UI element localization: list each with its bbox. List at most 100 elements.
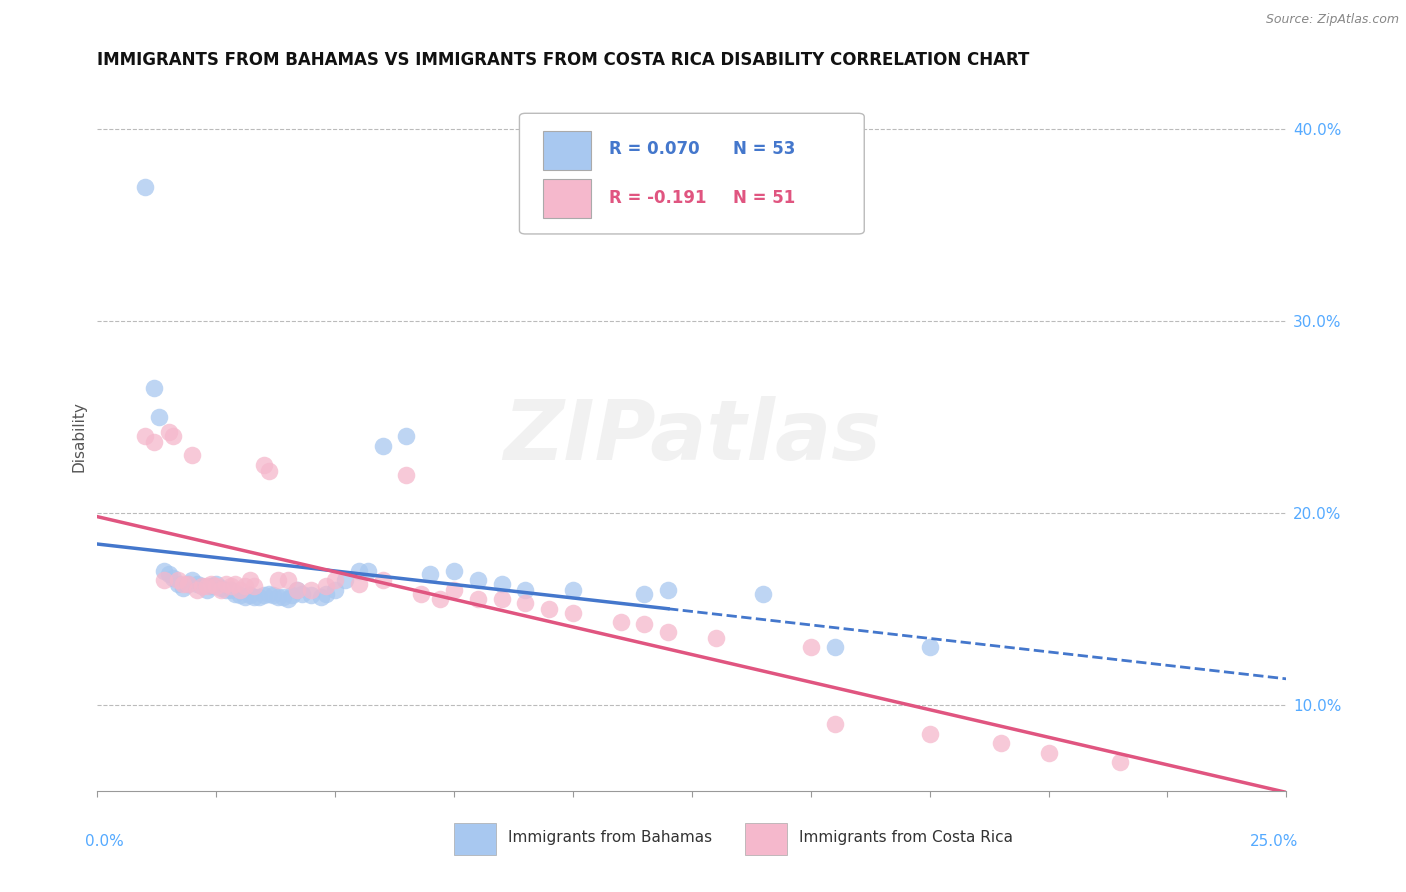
Point [299,582,322,597]
Point [824,640,846,655]
Point [209,582,232,597]
Point [271,591,294,605]
FancyBboxPatch shape [543,131,591,170]
Point [443,582,465,597]
Point [186,577,208,591]
Text: Immigrants from Bahamas: Immigrants from Bahamas [508,830,711,845]
Text: 25.0%: 25.0% [1250,834,1298,849]
FancyBboxPatch shape [519,113,865,234]
Point [267,573,290,587]
Point [224,577,246,591]
Point [157,567,180,582]
Point [172,581,194,595]
Point [181,449,204,463]
Point [277,573,299,587]
Point [195,579,218,593]
Text: IMMIGRANTS FROM BAHAMAS VS IMMIGRANTS FROM COSTA RICA DISABILITY CORRELATION CHA: IMMIGRANTS FROM BAHAMAS VS IMMIGRANTS FR… [97,51,1029,69]
Point [323,582,346,597]
Point [162,571,184,585]
Point [215,582,238,597]
Point [752,586,775,600]
Point [229,582,252,597]
Text: ZIPatlas: ZIPatlas [503,396,880,476]
Point [657,582,679,597]
Point [291,586,314,600]
Point [143,381,166,395]
Point [491,577,513,591]
Point [233,579,256,593]
Point [285,582,308,597]
Point [1109,756,1132,770]
Point [167,573,190,587]
Point [419,567,441,582]
Point [562,582,585,597]
Point [333,573,356,587]
Point [153,573,176,587]
Text: R = 0.070: R = 0.070 [609,140,699,158]
Point [253,589,276,603]
Point [395,429,418,443]
Point [191,579,214,593]
Point [429,592,451,607]
Point [205,579,228,593]
Point [191,579,214,593]
Point [243,579,266,593]
Point [515,582,537,597]
Point [824,717,846,731]
Point [657,624,679,639]
Point [134,179,156,194]
Point [162,429,184,443]
Point [515,596,537,610]
Point [918,640,941,655]
Point [219,582,242,597]
Point [243,591,266,605]
Point [371,439,394,453]
Point [167,577,190,591]
Point [323,573,346,587]
Point [315,579,337,593]
Point [491,592,513,607]
Point [800,640,823,655]
Point [186,582,208,597]
Point [1038,746,1060,760]
Point [633,617,655,632]
Point [238,589,260,603]
Point [347,564,370,578]
Text: N = 53: N = 53 [734,140,796,158]
Point [153,564,176,578]
Point [299,589,322,603]
Point [277,592,299,607]
Point [134,429,156,443]
Point [224,586,246,600]
Point [918,726,941,740]
Point [247,591,270,605]
Point [209,581,232,595]
Text: 0.0%: 0.0% [86,834,124,849]
Point [443,564,465,578]
Point [200,577,222,591]
Point [371,573,394,587]
Point [467,592,489,607]
Point [285,582,308,597]
Point [177,577,200,591]
Point [609,615,631,630]
Point [195,582,218,597]
FancyBboxPatch shape [454,823,496,855]
Point [157,425,180,440]
FancyBboxPatch shape [543,178,591,218]
Point [281,589,304,603]
Point [219,579,242,593]
Point [177,577,200,591]
Point [238,573,260,587]
Point [267,591,290,605]
Text: N = 51: N = 51 [734,189,796,207]
Y-axis label: Disability: Disability [72,401,86,472]
FancyBboxPatch shape [745,823,787,855]
Point [143,435,166,450]
Point [205,577,228,591]
Point [704,631,727,645]
Point [395,467,418,482]
Point [262,589,284,603]
Point [148,410,170,425]
Text: R = -0.191: R = -0.191 [609,189,706,207]
